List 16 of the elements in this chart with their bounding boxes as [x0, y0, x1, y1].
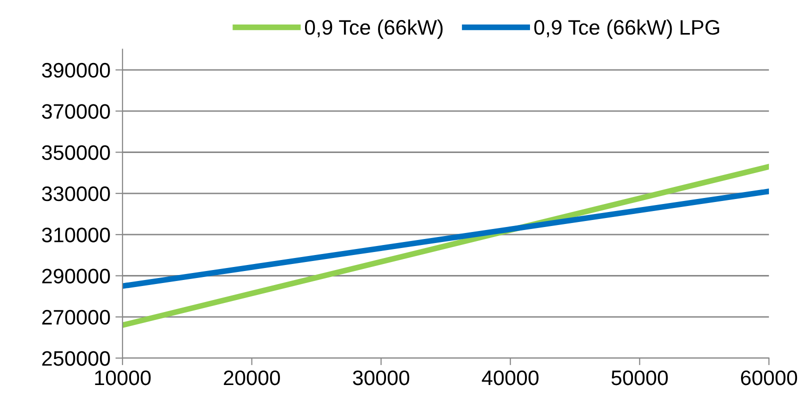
y-tick-label: 350000 — [42, 145, 110, 160]
legend-label: 0,9 Tce (66kW) — [304, 19, 443, 39]
x-tick-label: 10000 — [95, 370, 151, 386]
x-tick-label: 40000 — [482, 370, 539, 386]
y-tick-label: 390000 — [42, 62, 110, 78]
y-tick-label: 330000 — [42, 186, 110, 202]
y-tick-label: 270000 — [42, 310, 110, 325]
y-tick-label: 290000 — [42, 268, 110, 284]
legend-label: 0,9 Tce (66kW) LPG — [534, 19, 720, 39]
y-tick-label: 370000 — [42, 104, 110, 119]
x-tick-label: 30000 — [352, 370, 410, 386]
x-tick-label: 50000 — [612, 370, 668, 386]
y-tick-label: 310000 — [42, 228, 110, 242]
y-tick-label: 250000 — [42, 351, 110, 366]
x-tick-label: 20000 — [224, 370, 280, 386]
x-tick-label: 60000 — [741, 370, 798, 386]
